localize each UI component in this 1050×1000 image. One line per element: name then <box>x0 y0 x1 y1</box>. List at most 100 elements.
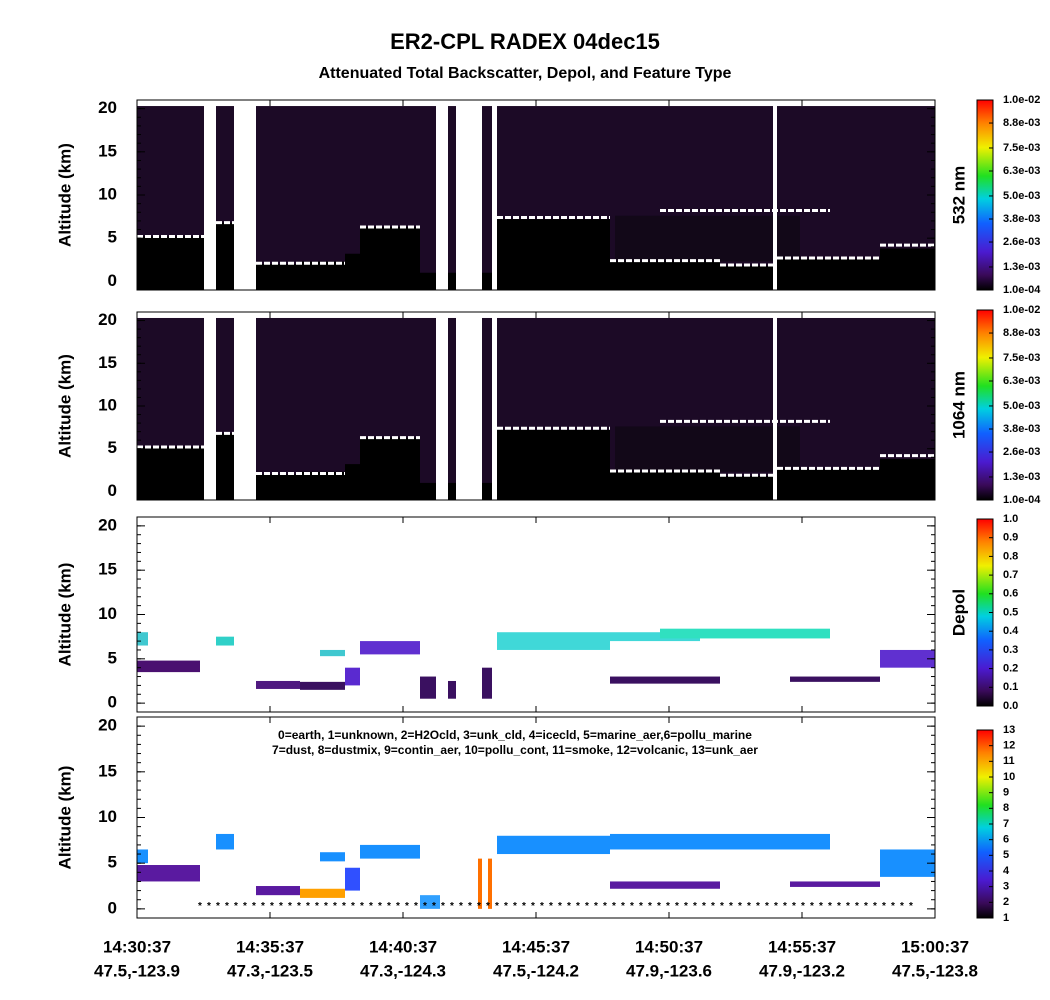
data-gap <box>436 100 448 290</box>
x-tick-label: 47.5,-123.9 <box>94 961 180 980</box>
x-tick-label: 47.9,-123.6 <box>626 961 712 980</box>
colorbar-tick-label: 1.3e-03 <box>1003 261 1040 273</box>
ground-signal <box>777 215 800 259</box>
depol-feature <box>256 680 300 689</box>
surface-marker: * <box>675 901 679 912</box>
data-gap <box>436 312 448 500</box>
depol-feature <box>420 676 436 699</box>
ground-signal <box>300 261 345 290</box>
depol-feature <box>790 676 880 682</box>
annotation: 7=dust, 8=dustmix, 9=contin_aer, 10=poll… <box>272 743 758 757</box>
data-gap <box>204 100 216 290</box>
surface-marker: * <box>684 901 688 912</box>
x-tick-label: 14:50:37 <box>635 937 703 956</box>
surface-marker: * <box>657 901 661 912</box>
surface-marker: * <box>891 901 895 912</box>
colorbar-tick-label: 0.2 <box>1003 663 1018 675</box>
feature-layer <box>610 833 830 850</box>
colorbar-tick-label: 1.0e-02 <box>1003 94 1040 106</box>
surface-marker: * <box>558 901 562 912</box>
surface-marker: * <box>477 901 481 912</box>
depol-feature <box>497 632 610 650</box>
colorbar-tick-label: 1 <box>1003 912 1009 924</box>
surface-marker: * <box>243 901 247 912</box>
colorbar-tick-label: 5.0e-03 <box>1003 190 1040 202</box>
ground-signal <box>610 261 720 290</box>
ground-signal <box>610 471 720 500</box>
ground-signal <box>345 253 360 290</box>
feature-layer <box>478 858 482 909</box>
ground-signal <box>777 426 800 470</box>
surface-marker: * <box>198 901 202 912</box>
surface-marker: * <box>387 901 391 912</box>
colorbar <box>976 309 994 501</box>
surface-marker: * <box>207 901 211 912</box>
feature-layer <box>137 849 148 864</box>
colorbar-tick-label: 0.1 <box>1003 681 1018 693</box>
surface-marker: * <box>603 901 607 912</box>
x-tick-label: 15:00:37 <box>901 937 969 956</box>
ground-signal <box>448 482 456 500</box>
surface-marker: * <box>810 901 814 912</box>
surface-marker: * <box>378 901 382 912</box>
depol-feature <box>610 632 700 642</box>
y-tick-label: 20 <box>98 716 117 735</box>
surface-marker: * <box>495 901 499 912</box>
y-tick-label: 20 <box>98 98 117 117</box>
y-tick-label: 20 <box>98 515 117 534</box>
depol-feature <box>660 628 830 639</box>
colorbar-tick-label: 0.4 <box>1003 625 1019 637</box>
data-gap <box>773 100 777 290</box>
surface-marker: * <box>522 901 526 912</box>
surface-marker: * <box>576 901 580 912</box>
surface-marker: * <box>747 901 751 912</box>
y-tick-label: 20 <box>98 310 117 329</box>
ground-signal <box>615 215 773 262</box>
depol-feature <box>216 636 234 646</box>
y-tick-label: 0 <box>108 693 117 712</box>
depol-feature <box>482 667 492 699</box>
x-tick-label: 47.5,-124.2 <box>493 961 579 980</box>
feature-layer <box>216 833 234 850</box>
data-gap <box>234 100 256 290</box>
depol-feature <box>610 676 720 684</box>
ground-signal <box>137 447 204 500</box>
colorbar-tick-label: 5 <box>1003 849 1009 861</box>
feature-layer <box>420 895 440 909</box>
surface-marker: * <box>486 901 490 912</box>
y-tick-label: 5 <box>108 438 117 457</box>
ground-signal <box>777 469 880 500</box>
surface-marker: * <box>423 901 427 912</box>
surface-marker: * <box>585 901 589 912</box>
surface-marker: * <box>288 901 292 912</box>
surface-marker: * <box>882 901 886 912</box>
surface-marker: * <box>612 901 616 912</box>
surface-marker: * <box>909 901 913 912</box>
surface-marker: * <box>756 901 760 912</box>
surface-marker: * <box>306 901 310 912</box>
ground-signal <box>420 482 436 500</box>
y-tick-label: 0 <box>108 271 117 290</box>
surface-marker: * <box>549 901 553 912</box>
depol-feature <box>137 660 200 673</box>
ground-signal <box>880 458 935 500</box>
colorbar-tick-label: 8.8e-03 <box>1003 327 1040 339</box>
colorbar-tick-label: 0.6 <box>1003 588 1018 600</box>
ground-signal <box>216 222 234 290</box>
colorbar-tick-label: 0.9 <box>1003 532 1018 544</box>
surface-marker: * <box>360 901 364 912</box>
depol-feature <box>448 680 456 699</box>
ground-signal <box>300 471 345 500</box>
surface-marker: * <box>540 901 544 912</box>
surface-marker: * <box>531 901 535 912</box>
colorbar-tick-label: 3 <box>1003 881 1009 893</box>
y-tick-label: 5 <box>108 228 117 247</box>
colorbar-tick-label: 13 <box>1003 724 1015 736</box>
surface-marker: * <box>765 901 769 912</box>
surface-marker: * <box>702 901 706 912</box>
colorbar-tick-label: 1.3e-03 <box>1003 471 1040 483</box>
data-gap <box>456 100 482 290</box>
surface-marker: * <box>342 901 346 912</box>
colorbar-tick-label: 11 <box>1003 755 1015 767</box>
